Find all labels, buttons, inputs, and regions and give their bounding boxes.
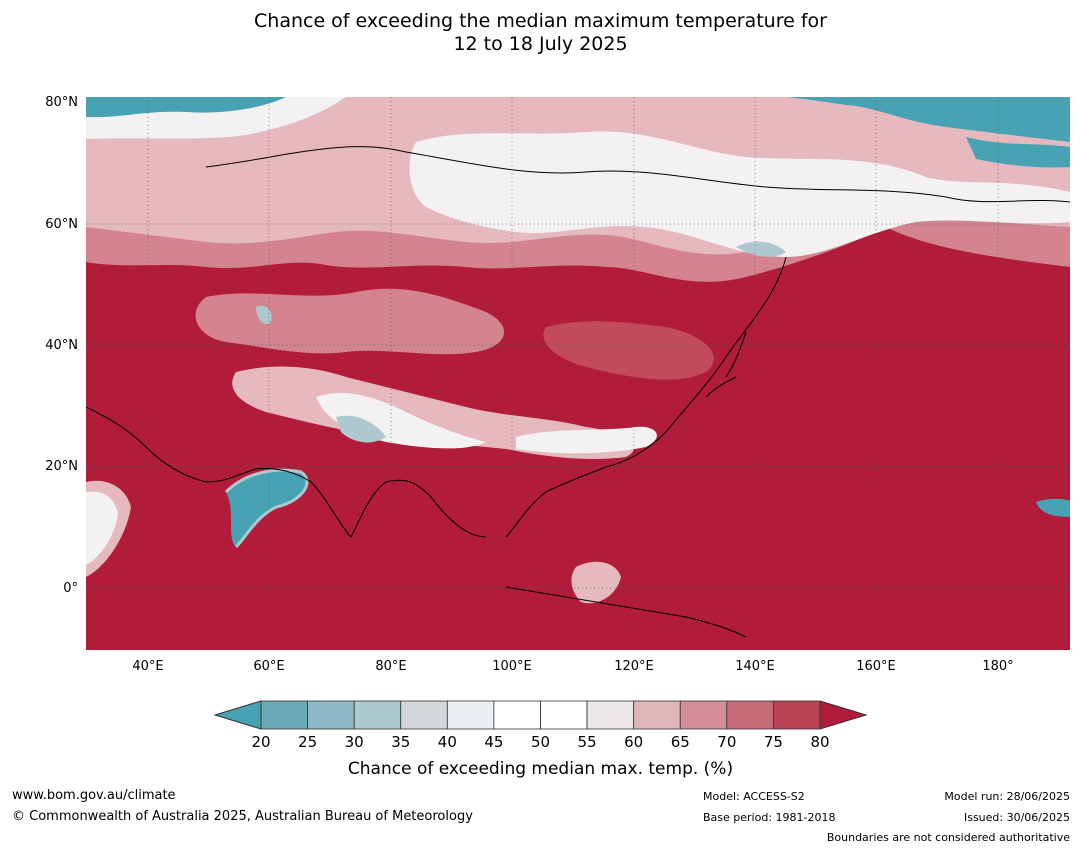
coastline-arctic xyxy=(205,146,1070,203)
colorbar-tick-label: 80 xyxy=(810,733,830,751)
colorbar-tick-label: 65 xyxy=(670,733,690,751)
siberia-white-region xyxy=(409,131,1070,257)
colorbar-bin xyxy=(260,700,308,730)
colorbar-bin xyxy=(493,700,541,730)
lon-label-60e: 60°E xyxy=(253,659,285,674)
coastline-east-asia xyxy=(505,256,787,538)
copyright-text: © Commonwealth of Australia 2025, Austra… xyxy=(12,809,473,824)
lat-label-20n: 20°N xyxy=(45,459,78,474)
lon-label-40e: 40°E xyxy=(132,659,164,674)
colorbar-bin xyxy=(726,700,774,730)
himalaya-cool xyxy=(336,415,386,443)
lat-label-60n: 60°N xyxy=(45,217,78,232)
arctic-cold-west xyxy=(86,97,286,118)
model-run-date: Model run: 28/06/2025 xyxy=(944,790,1070,803)
colorbar-below-triangle xyxy=(214,700,262,730)
lat-label-0: 0° xyxy=(63,581,78,596)
colorbar-tick-label: 70 xyxy=(717,733,737,751)
colorbar-tick-label: 60 xyxy=(624,733,644,751)
lon-label-120e: 120°E xyxy=(614,659,654,674)
colorbar-tick-label: 20 xyxy=(251,733,271,751)
colorbar-tick-label: 50 xyxy=(530,733,551,751)
arabian-sea-cold xyxy=(226,470,307,547)
colorbar xyxy=(214,700,868,730)
coastline-africa-arabia xyxy=(86,406,207,483)
colorbar-bin xyxy=(586,700,635,730)
colorbar-bin xyxy=(679,700,728,730)
east-siberian-sea-cold xyxy=(966,137,1070,168)
arctic-white-edge xyxy=(86,97,346,139)
colorbar-label: Chance of exceeding median max. temp. (%… xyxy=(347,759,734,779)
colorbar-bin xyxy=(633,700,681,730)
probability-map xyxy=(86,97,1070,650)
lon-label-100e: 100°E xyxy=(492,659,532,674)
colorbar-tick-label: 75 xyxy=(763,733,783,751)
colorbar-bin xyxy=(773,700,821,730)
arabian-sea-cold-rim xyxy=(224,468,309,549)
coastline-japan xyxy=(705,331,747,398)
model-name: Model: ACCESS-S2 xyxy=(703,790,805,803)
coastline-indonesia xyxy=(505,586,747,638)
borneo-white xyxy=(571,561,621,604)
africa-horn-light xyxy=(86,491,118,565)
arctic-band xyxy=(86,97,1070,282)
colorbar-bin xyxy=(400,700,448,730)
colorbar-tick-label: 45 xyxy=(484,733,504,751)
kamchatka-cool xyxy=(736,241,786,257)
lon-label-180: 180° xyxy=(982,659,1014,674)
colorbar-tick-label: 35 xyxy=(391,733,411,751)
graticule xyxy=(86,97,1070,650)
central-asia-mid xyxy=(195,288,505,355)
himalaya-white xyxy=(316,392,486,449)
pacific-cold-east xyxy=(1036,498,1070,517)
website-link[interactable]: www.bom.gov.au/climate xyxy=(12,788,176,803)
coastline-south-asia xyxy=(205,468,487,538)
colorbar-tick-label: 30 xyxy=(344,733,364,751)
base-period: Base period: 1981-2018 xyxy=(703,811,836,824)
caspian-cool xyxy=(256,305,272,324)
lon-label-140e: 140°E xyxy=(735,659,775,674)
boundaries-note: Boundaries are not considered authoritat… xyxy=(826,831,1070,844)
colorbar-tick-label: 25 xyxy=(298,733,318,751)
coastlines xyxy=(86,146,1070,638)
colorbar-above-triangle xyxy=(819,700,868,730)
colorbar-bin xyxy=(307,700,355,730)
mongolia-mid xyxy=(543,321,714,380)
lon-label-80e: 80°E xyxy=(375,659,407,674)
lat-label-80n: 80°N xyxy=(45,95,78,110)
map-title-line2: 12 to 18 July 2025 xyxy=(453,33,628,55)
colorbar-tick-label: 40 xyxy=(437,733,457,751)
colorbar-bin xyxy=(353,700,402,730)
lon-label-160e: 160°E xyxy=(856,659,896,674)
colorbar-tick-label: 55 xyxy=(577,733,597,751)
issued-date: Issued: 30/06/2025 xyxy=(963,811,1070,824)
colorbar-bin xyxy=(446,700,495,730)
east-china-white xyxy=(516,426,657,454)
map-title-line1: Chance of exceeding the median maximum t… xyxy=(254,10,827,32)
lat-label-40n: 40°N xyxy=(45,338,78,353)
colorbar-bins xyxy=(260,700,821,730)
colorbar-bin xyxy=(540,700,588,730)
arctic-cold-north xyxy=(86,97,1070,142)
